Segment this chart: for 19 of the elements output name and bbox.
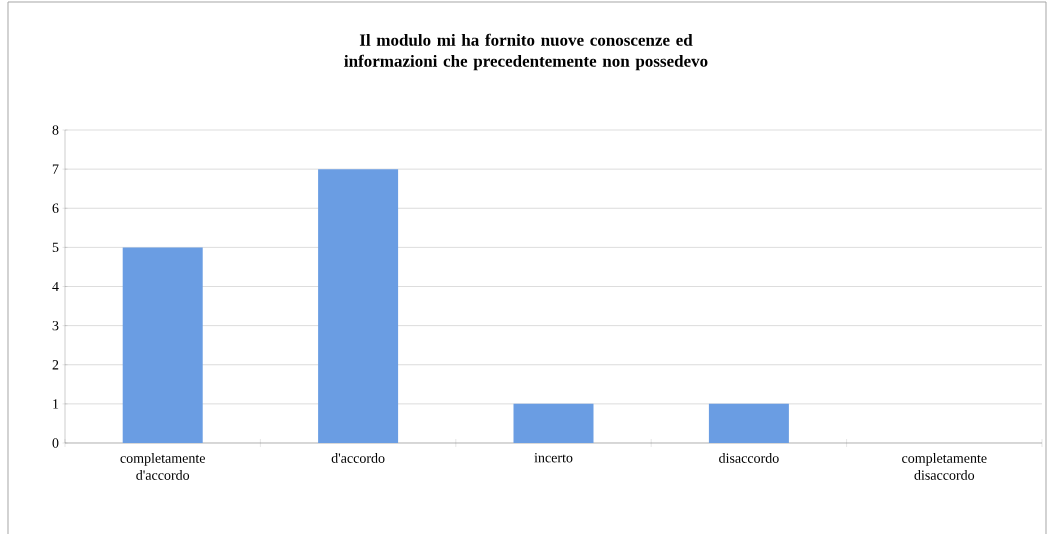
y-tick-label: 6 (52, 203, 59, 213)
x-tick-label: completamente d'accordo (120, 453, 205, 480)
y-tick-label: 4 (52, 281, 59, 292)
x-tick-label: disaccordo (719, 453, 779, 463)
bar (122, 247, 203, 443)
y-tick-label: 2 (52, 360, 59, 370)
y-tick-label: 0 (52, 438, 59, 448)
x-tick-label: d'accordo (331, 453, 385, 463)
y-tick-label: 7 (52, 164, 59, 174)
bar (513, 403, 594, 443)
y-tick-label: 3 (52, 320, 59, 331)
x-tick-label: completamente disaccordo (902, 453, 987, 480)
bar (708, 403, 789, 443)
x-tick-label: incerto (534, 453, 573, 463)
bar (318, 169, 399, 443)
y-tick-label: 5 (52, 242, 59, 253)
chart-title: Il modulo mi ha fornito nuove conoscenze ed informazioni che precedentemente non possedevo (344, 33, 708, 71)
y-tick-label: 1 (53, 399, 59, 409)
y-tick-label: 8 (52, 125, 59, 135)
